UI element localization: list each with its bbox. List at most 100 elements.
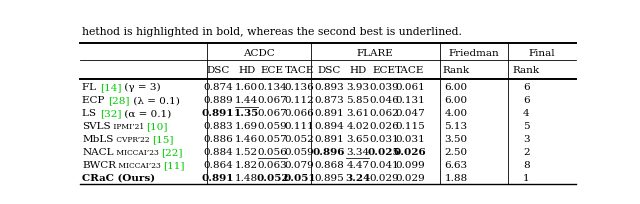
Text: MICCAI’23: MICCAI’23 [114, 148, 161, 156]
Text: 0.063: 0.063 [257, 160, 287, 169]
Text: NACL: NACL [83, 147, 114, 156]
Text: 1.48: 1.48 [235, 173, 258, 182]
Text: 0.026: 0.026 [369, 122, 399, 131]
Text: 0.047: 0.047 [395, 109, 425, 118]
Text: 1.52: 1.52 [235, 147, 258, 156]
Text: DSC: DSC [317, 65, 340, 74]
Text: 5.85: 5.85 [346, 96, 369, 105]
Text: 6.00: 6.00 [444, 96, 468, 105]
Text: 1.60: 1.60 [235, 83, 258, 92]
Text: DSC: DSC [206, 65, 230, 74]
Text: 1.44: 1.44 [235, 96, 258, 105]
Text: [10]: [10] [147, 122, 168, 131]
Text: 0.059: 0.059 [285, 147, 315, 156]
Text: 4.47: 4.47 [346, 160, 369, 169]
Text: Rank: Rank [442, 65, 470, 74]
Text: Friedman: Friedman [448, 48, 499, 57]
Text: 6: 6 [523, 96, 530, 105]
Text: 6.00: 6.00 [444, 83, 468, 92]
Text: [22]: [22] [161, 147, 182, 156]
Text: 4.00: 4.00 [444, 109, 468, 118]
Text: 0.057: 0.057 [257, 134, 287, 143]
Text: 0.886: 0.886 [203, 134, 233, 143]
Text: 1.82: 1.82 [235, 160, 258, 169]
Text: 0.052: 0.052 [256, 173, 289, 182]
Text: 3.61: 3.61 [346, 109, 369, 118]
Text: 0.893: 0.893 [314, 83, 344, 92]
Text: 0.067: 0.067 [257, 109, 287, 118]
Text: 1.46: 1.46 [235, 134, 258, 143]
Text: TACE: TACE [395, 65, 424, 74]
Text: 0.067: 0.067 [257, 96, 287, 105]
Text: 0.889: 0.889 [203, 96, 233, 105]
Text: 0.025: 0.025 [368, 147, 401, 156]
Text: 0.891: 0.891 [202, 109, 234, 118]
Text: 0.062: 0.062 [369, 109, 399, 118]
Text: 2.50: 2.50 [444, 147, 468, 156]
Text: 1: 1 [523, 173, 530, 182]
Text: hethod is highlighted in bold, whereas the second best is underlined.: hethod is highlighted in bold, whereas t… [83, 27, 462, 37]
Text: 0.061: 0.061 [395, 83, 425, 92]
Text: 5.13: 5.13 [444, 122, 468, 131]
Text: MbLS: MbLS [83, 134, 114, 143]
Text: 0.099: 0.099 [395, 160, 425, 169]
Text: ECE: ECE [261, 65, 284, 74]
Text: ACDC: ACDC [243, 48, 275, 57]
Text: 0.031: 0.031 [369, 134, 399, 143]
Text: 4.02: 4.02 [346, 122, 369, 131]
Text: 8: 8 [523, 160, 530, 169]
Text: 0.891: 0.891 [202, 173, 234, 182]
Text: CRaC (Ours): CRaC (Ours) [83, 173, 156, 182]
Text: (λ = 0.1): (λ = 0.1) [130, 96, 179, 105]
Text: 0.131: 0.131 [395, 96, 425, 105]
Text: 0.864: 0.864 [203, 160, 233, 169]
Text: CVPR’22: CVPR’22 [114, 135, 152, 143]
Text: 5: 5 [523, 122, 530, 131]
Text: 0.026: 0.026 [394, 147, 426, 156]
Text: ECP: ECP [83, 96, 108, 105]
Text: 3.93: 3.93 [346, 83, 369, 92]
Text: 0.029: 0.029 [369, 173, 399, 182]
Text: HD: HD [238, 65, 255, 74]
Text: 6: 6 [523, 83, 530, 92]
Text: FLARE: FLARE [356, 48, 394, 57]
Text: 0.115: 0.115 [395, 122, 425, 131]
Text: ECE: ECE [372, 65, 396, 74]
Text: 0.891: 0.891 [314, 109, 344, 118]
Text: 0.029: 0.029 [395, 173, 425, 182]
Text: SVLS: SVLS [83, 122, 111, 131]
Text: 0.891: 0.891 [314, 134, 344, 143]
Text: 3.34: 3.34 [346, 147, 369, 156]
Text: MICCAI’23: MICCAI’23 [116, 161, 164, 169]
Text: FL: FL [83, 83, 100, 92]
Text: 1.88: 1.88 [444, 173, 468, 182]
Text: 4: 4 [523, 109, 530, 118]
Text: (α = 0.1): (α = 0.1) [121, 109, 172, 118]
Text: 0.056: 0.056 [257, 147, 287, 156]
Text: HD: HD [349, 65, 366, 74]
Text: 3.50: 3.50 [444, 134, 468, 143]
Text: IPMI’21: IPMI’21 [111, 122, 147, 130]
Text: 0.066: 0.066 [285, 109, 315, 118]
Text: 0.111: 0.111 [285, 122, 315, 131]
Text: 0.041: 0.041 [369, 160, 399, 169]
Text: Rank: Rank [513, 65, 540, 74]
Text: 2: 2 [523, 147, 530, 156]
Text: 0.896: 0.896 [313, 147, 345, 156]
Text: TACE: TACE [285, 65, 314, 74]
Text: [11]: [11] [164, 160, 185, 169]
Text: 0.112: 0.112 [285, 96, 315, 105]
Text: 3.24: 3.24 [345, 173, 371, 182]
Text: 0.868: 0.868 [314, 160, 344, 169]
Text: 0.031: 0.031 [395, 134, 425, 143]
Text: 1.69: 1.69 [235, 122, 258, 131]
Text: 0.136: 0.136 [285, 83, 315, 92]
Text: [32]: [32] [100, 109, 121, 118]
Text: 0.874: 0.874 [203, 83, 233, 92]
Text: 0.883: 0.883 [203, 122, 233, 131]
Text: 0.895: 0.895 [314, 173, 344, 182]
Text: 0.079: 0.079 [285, 160, 315, 169]
Text: 0.884: 0.884 [203, 147, 233, 156]
Text: 0.046: 0.046 [369, 96, 399, 105]
Text: (γ = 3): (γ = 3) [121, 83, 161, 92]
